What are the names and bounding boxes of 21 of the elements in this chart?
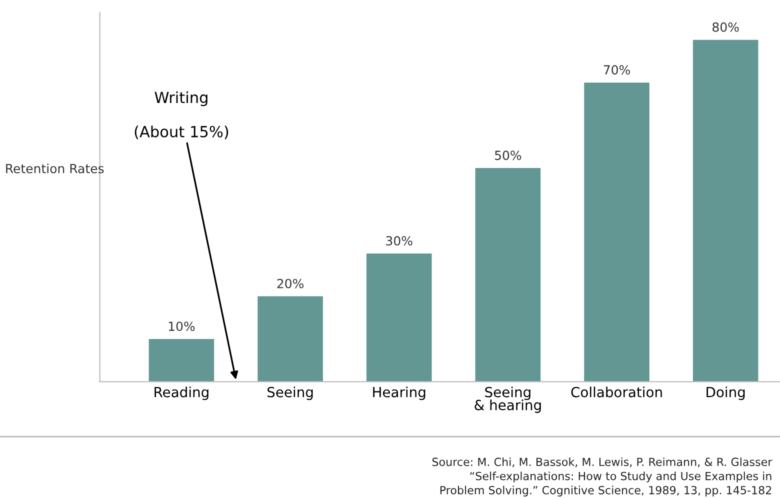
bar [692,40,758,382]
x-tick-label: Seeing [268,386,313,400]
bar [366,254,432,382]
data-label: 30% [386,236,412,246]
x-tick-label: Doing [706,386,745,400]
x-tick-label: Collaboration [571,386,662,398]
data-label: 80% [712,22,739,32]
data-label: 20% [277,278,304,288]
y-axis-title: Retention Rates [6,164,104,174]
bar [258,296,323,382]
x-tick-label: Seeing & hearing [474,386,541,413]
text: Writing (About 15%) [134,91,228,140]
source-note: Source: M. Chi, M. Bassok, M. Lewis, P. Reimann, & R. Glasser “Self-explanations: How to Study and Use Examples in Problem Solving.” Cognitive Science, 1989, 13, pp. 145-182 [432,457,772,497]
data-label: 50% [495,150,522,160]
data-label: 10% [168,322,195,332]
bar [584,82,650,382]
data-label: 70% [604,65,630,75]
x-tick-label: Hearing [373,386,426,400]
bar [148,338,214,382]
bar [475,168,541,382]
x-tick-label: Reading [154,386,208,400]
